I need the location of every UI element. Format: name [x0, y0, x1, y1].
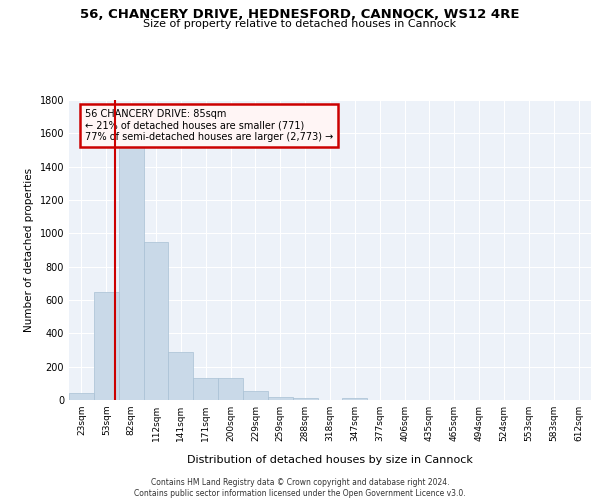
Bar — [94, 292, 119, 400]
Bar — [143, 242, 169, 400]
Bar — [293, 398, 317, 400]
Bar — [343, 398, 367, 400]
Bar — [243, 391, 268, 400]
Bar — [69, 394, 94, 400]
Bar — [268, 396, 293, 400]
Bar — [193, 378, 218, 400]
Text: Contains HM Land Registry data © Crown copyright and database right 2024.
Contai: Contains HM Land Registry data © Crown c… — [134, 478, 466, 498]
X-axis label: Distribution of detached houses by size in Cannock: Distribution of detached houses by size … — [187, 455, 473, 465]
Text: 56, CHANCERY DRIVE, HEDNESFORD, CANNOCK, WS12 4RE: 56, CHANCERY DRIVE, HEDNESFORD, CANNOCK,… — [80, 8, 520, 20]
Text: 56 CHANCERY DRIVE: 85sqm
← 21% of detached houses are smaller (771)
77% of semi-: 56 CHANCERY DRIVE: 85sqm ← 21% of detach… — [85, 109, 333, 142]
Y-axis label: Number of detached properties: Number of detached properties — [24, 168, 34, 332]
Bar — [169, 352, 193, 400]
Bar — [119, 125, 143, 400]
Bar — [218, 378, 243, 400]
Text: Size of property relative to detached houses in Cannock: Size of property relative to detached ho… — [143, 19, 457, 29]
